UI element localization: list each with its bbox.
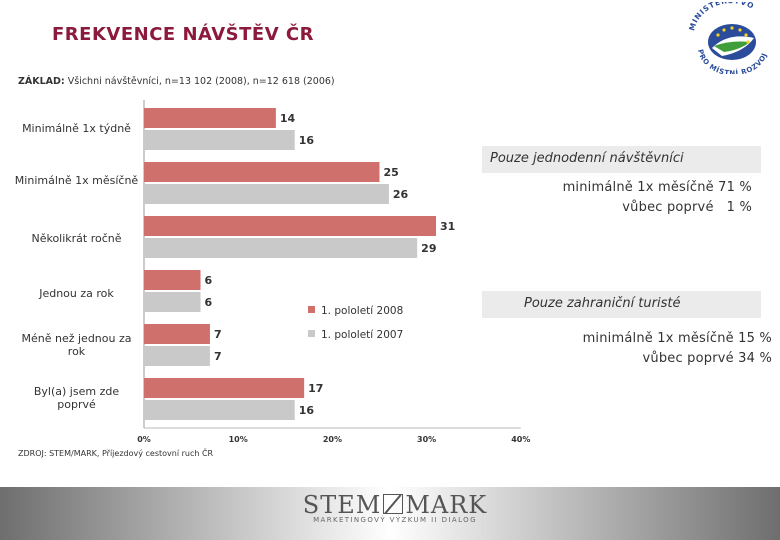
data-label-2007-4: 7 <box>214 350 222 363</box>
data-label-2008-0: 14 <box>280 112 296 125</box>
brand-name-right: MARK <box>405 491 488 519</box>
legend-item-2008: 1. pololetí 2008 <box>308 305 403 317</box>
legend-label-2007: 1. pololetí 2007 <box>321 329 404 341</box>
x-tick-label: 30% <box>417 435 436 444</box>
legend-swatch-2008 <box>308 306 315 313</box>
bar-2007-0 <box>144 130 295 150</box>
bar-2008-2 <box>144 216 437 236</box>
bar-2008-1 <box>144 162 380 182</box>
base-note: ZÁKLAD: Všichni návštěvníci, n=13 102 (2… <box>18 76 335 87</box>
legend-item-2007: 1. pololetí 2007 <box>308 329 403 341</box>
category-label: Jednou za rok <box>39 286 114 300</box>
ministry-logo: MINISTERSTVO PRO MÍSTNÍ ROZVOJ <box>684 0 776 78</box>
bar-2007-1 <box>144 184 389 204</box>
source-note: ZDROJ: STEM/MARK, Příjezdový cestovní ru… <box>18 449 214 458</box>
panel-heading-day-visitors: Pouze jednodenní návštěvníci <box>482 146 761 173</box>
data-label-2007-5: 16 <box>299 404 315 417</box>
data-label-2008-3: 6 <box>205 274 213 287</box>
brand-slash-box-icon <box>383 494 404 514</box>
data-label-2008-4: 7 <box>214 328 222 341</box>
base-note-text: Všichni návštěvníci, n=13 102 (2008), n=… <box>67 76 335 87</box>
category-label: Méně než jednou za rok <box>21 332 132 358</box>
brand-tagline: MARKETINGOVÝ VÝZKUM II DIALOG <box>313 516 477 524</box>
data-label-2007-1: 26 <box>393 188 409 201</box>
x-tick-label: 10% <box>229 435 248 444</box>
data-label-2007-0: 16 <box>299 134 315 147</box>
panel-line-foreign-tourists-2: vůbec poprvé 34 % <box>642 351 772 366</box>
base-note-label: ZÁKLAD: <box>18 76 65 87</box>
page-title: FREKVENCE NÁVŠTĚV ČR <box>52 24 314 45</box>
legend-swatch-2007 <box>308 330 315 337</box>
data-label-2007-3: 6 <box>205 296 213 309</box>
panel-line-day-visitors-2: vůbec poprvé 1 % <box>622 200 752 215</box>
panel-line-foreign-tourists-1: minimálně 1x měsíčně 15 % <box>582 331 772 346</box>
category-label: Několikrát ročně <box>31 231 122 245</box>
category-label: Byl(a) jsem zde poprvé <box>33 385 120 411</box>
data-label-2008-5: 17 <box>308 382 323 395</box>
legend-label-2008: 1. pololetí 2008 <box>321 305 404 317</box>
panel-heading-foreign-tourists: Pouze zahraniční turisté <box>482 291 761 318</box>
data-label-2008-1: 25 <box>384 166 399 179</box>
bar-2007-5 <box>144 400 295 420</box>
bar-2008-5 <box>144 378 305 398</box>
brand-logo: STEM MARK <box>300 491 490 519</box>
bar-2007-3 <box>144 292 201 312</box>
x-tick-label: 0% <box>137 435 151 444</box>
bar-2008-4 <box>144 324 210 344</box>
eu-stars-logo-icon: MINISTERSTVO PRO MÍSTNÍ ROZVOJ <box>687 0 768 77</box>
bar-2007-2 <box>144 238 418 258</box>
category-label: Minimálně 1x měsíčně <box>14 173 139 187</box>
panel-line-day-visitors-1: minimálně 1x měsíčně 71 % <box>562 180 752 195</box>
x-tick-label: 40% <box>511 435 530 444</box>
bar-2007-4 <box>144 346 210 366</box>
category-label: Minimálně 1x týdně <box>22 121 131 135</box>
data-label-2007-2: 29 <box>421 242 436 255</box>
bar-2008-0 <box>144 108 276 128</box>
data-label-2008-2: 31 <box>440 220 455 233</box>
brand-name-left: STEM <box>302 491 382 519</box>
x-tick-label: 20% <box>323 435 342 444</box>
bar-2008-3 <box>144 270 201 290</box>
